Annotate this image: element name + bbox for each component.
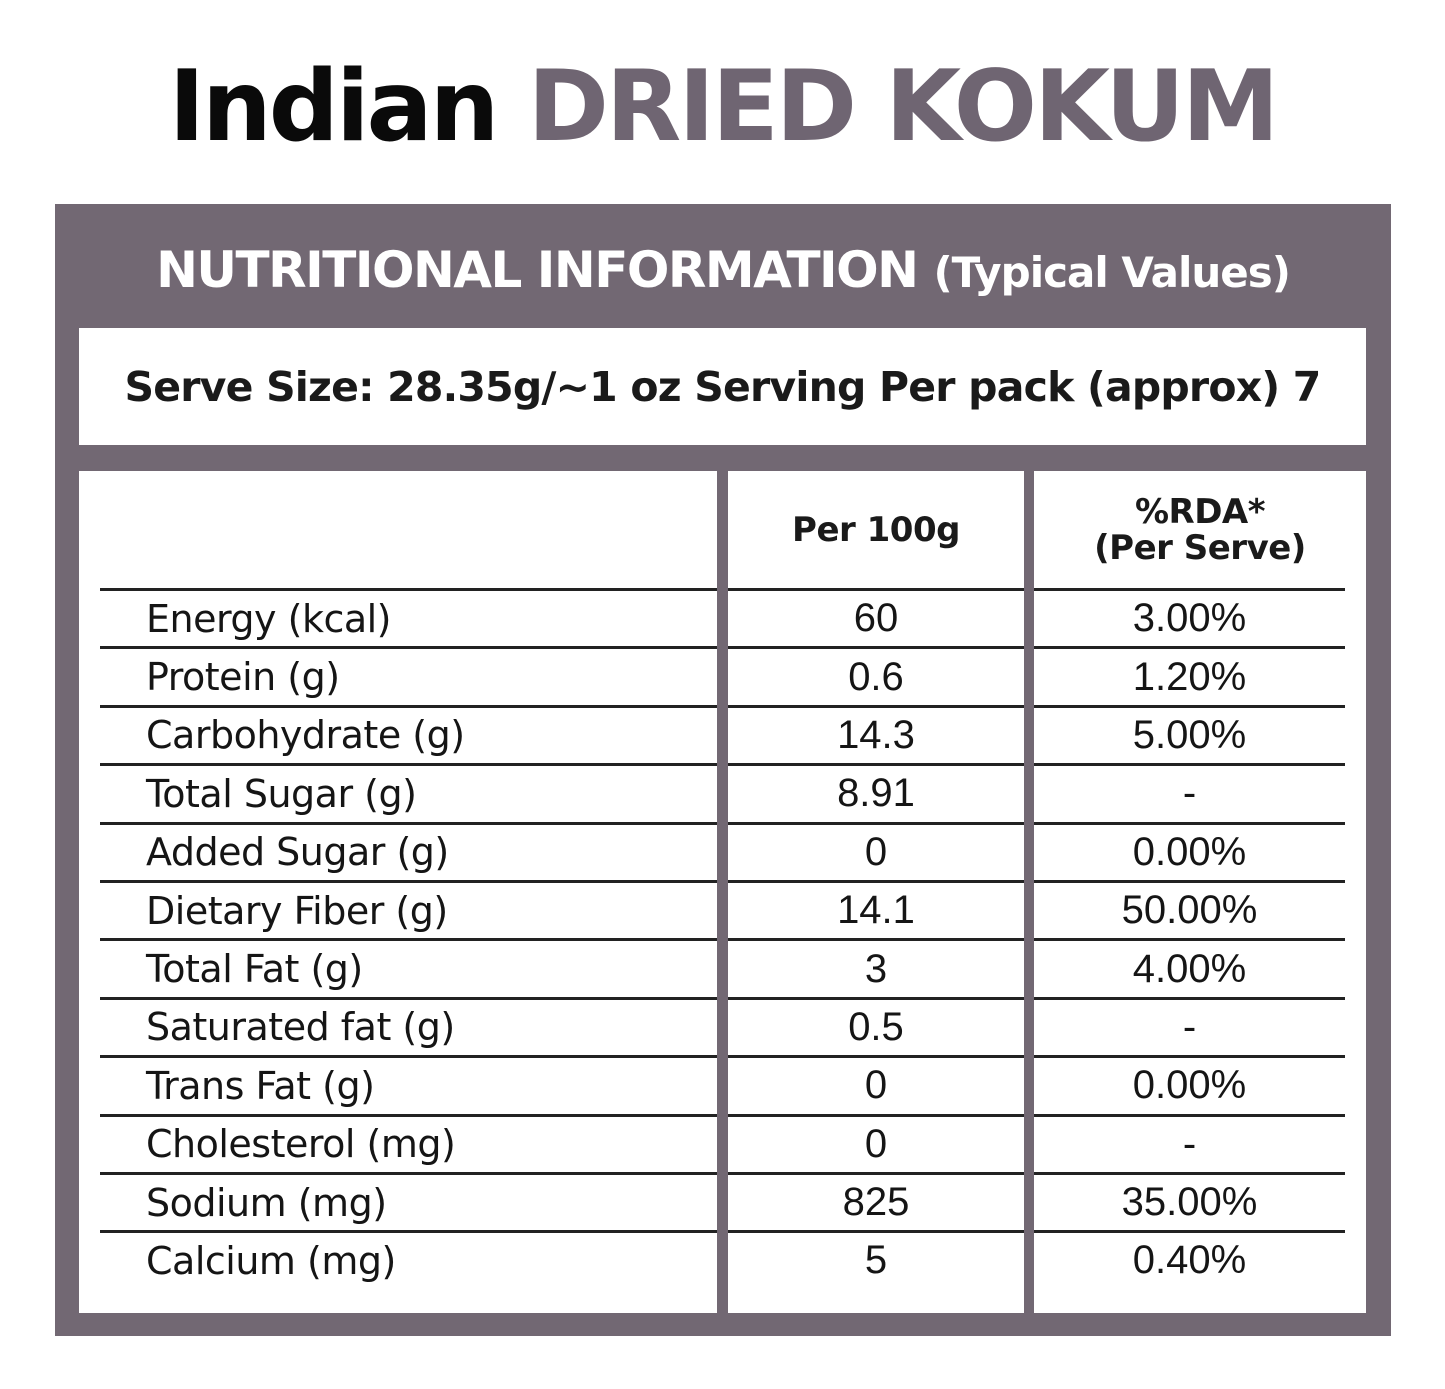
column-header-per-100g: Per 100g [792,509,960,550]
table-cell-rda: 1.20% [1034,646,1345,704]
table-row-nutrient: Dietary Fiber (g) [100,879,717,938]
panel-header: NUTRITIONAL INFORMATION (Typical Values) [55,234,1391,309]
table-cell-rda: - [1034,996,1345,1055]
per-100g-rows: 60 0.6 14.3 8.91 0 14.1 3 0.5 0 0 825 5 [728,588,1024,1289]
title-product-name: DRIED KOKUM [527,50,1280,164]
table-cell-rda: 0.40% [1034,1230,1345,1288]
table-cell-rda: 0.00% [1034,821,1345,880]
table-cell-per-100g: 5 [728,1230,1024,1288]
table-cell-per-100g: 8.91 [728,763,1024,821]
nutrient-column: Energy (kcal) Protein (g) Carbohydrate (… [79,471,717,1313]
table-cell-rda: 5.00% [1034,704,1345,763]
table-cell-per-100g: 3 [728,938,1024,996]
table-row-nutrient: Sodium (mg) [100,1171,717,1230]
nutrition-panel: NUTRITIONAL INFORMATION (Typical Values)… [55,204,1391,1336]
table-cell-rda: 50.00% [1034,879,1345,938]
table-cell-rda: 0.00% [1034,1055,1345,1113]
panel-header-sub: (Typical Values) [933,248,1290,297]
table-row-nutrient: Protein (g) [100,646,717,704]
table-row-nutrient: Calcium (mg) [100,1230,717,1288]
per-100g-column: Per 100g 60 0.6 14.3 8.91 0 14.1 3 0.5 0… [728,471,1024,1313]
table-row-nutrient: Saturated fat (g) [100,996,717,1055]
table-row-nutrient: Cholesterol (mg) [100,1113,717,1172]
serve-size-line: Serve Size: 28.35g/~1 oz Serving Per pac… [79,328,1366,445]
nutrient-rows: Energy (kcal) Protein (g) Carbohydrate (… [100,588,717,1289]
table-cell-per-100g: 14.1 [728,879,1024,938]
table-row-nutrient: Energy (kcal) [100,588,717,646]
column-header-rda-line1: %RDA* [1134,491,1266,532]
table-cell-per-100g: 0 [728,1055,1024,1113]
table-cell-per-100g: 0 [728,1113,1024,1172]
panel-header-main: NUTRITIONAL INFORMATION [156,241,919,299]
table-cell-rda: 3.00% [1034,588,1345,646]
column-header-rda-line2: (Per Serve) [1094,527,1306,568]
rda-column: %RDA* (Per Serve) 3.00% 1.20% 5.00% - 0.… [1034,471,1366,1313]
table-row-nutrient: Carbohydrate (g) [100,704,717,763]
table-cell-rda: - [1034,1113,1345,1172]
title-origin: Indian [168,50,500,164]
table-cell-per-100g: 60 [728,588,1024,646]
table-cell-per-100g: 0 [728,821,1024,880]
table-row-nutrient: Total Fat (g) [100,938,717,996]
table-row-nutrient: Total Sugar (g) [100,763,717,821]
table-cell-per-100g: 0.6 [728,646,1024,704]
column-header-rda: %RDA* (Per Serve) [1034,471,1366,588]
table-cell-per-100g: 0.5 [728,996,1024,1055]
table-row-nutrient: Trans Fat (g) [100,1055,717,1113]
table-row-nutrient: Added Sugar (g) [100,821,717,880]
table-cell-per-100g: 825 [728,1171,1024,1230]
product-title: Indian DRIED KOKUM [0,52,1445,162]
table-cell-per-100g: 14.3 [728,704,1024,763]
table-cell-rda: - [1034,763,1345,821]
rda-rows: 3.00% 1.20% 5.00% - 0.00% 50.00% 4.00% -… [1034,588,1345,1289]
table-cell-rda: 35.00% [1034,1171,1345,1230]
table-cell-rda: 4.00% [1034,938,1345,996]
